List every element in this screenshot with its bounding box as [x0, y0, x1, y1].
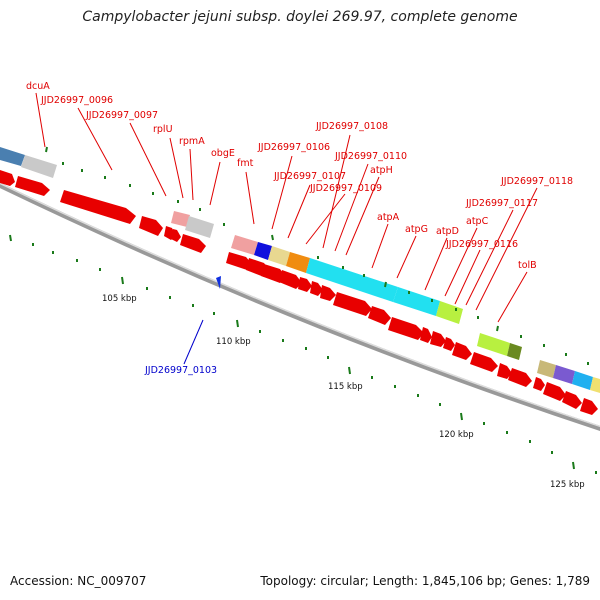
gene-label: dcuA — [26, 81, 50, 92]
feature-yellow — [590, 377, 600, 393]
feature-gray-2 — [185, 216, 214, 238]
gene-label: JJD26997_0110 — [334, 151, 407, 162]
cds-arrow — [139, 216, 163, 236]
scale-labels: 105 kbp 110 kbp 115 kbp 120 kbp 125 kbp — [102, 294, 585, 490]
cds-arrow — [533, 377, 545, 391]
feature-cyan-1 — [306, 258, 398, 302]
cds-arrow — [279, 270, 302, 289]
feature-lime-2 — [477, 333, 510, 356]
cds-arrow — [15, 176, 50, 196]
gene-label: atpC — [466, 216, 489, 227]
cds-track — [0, 170, 598, 415]
cds-arrow — [60, 190, 136, 224]
gene-label: atpD — [436, 226, 459, 237]
genome-backbone — [0, 182, 600, 431]
cds-arrow — [261, 264, 286, 283]
feature-purple — [553, 365, 575, 384]
cds-arrow — [320, 285, 336, 301]
genome-title: Campylobacter jejuni subsp. doylei 269.9… — [82, 9, 518, 25]
gene-label: rplU — [153, 124, 173, 135]
feature-khaki — [268, 246, 290, 266]
gene-label: JJD26997_0097 — [85, 110, 158, 121]
gene-labels: dcuA JJD26997_0096 JJD26997_0097 rplU rp… — [26, 81, 573, 376]
gene-label: atpH — [370, 165, 393, 176]
accession-label: Accession: NC_009707 — [10, 574, 147, 588]
feature-olive — [507, 343, 522, 360]
gene-label: JJD26997_0117 — [465, 198, 538, 209]
gene-label: JJD26997_0096 — [40, 95, 113, 106]
cds-arrow — [562, 391, 582, 409]
reverse-gene-marker — [216, 276, 221, 289]
scale-label: 120 kbp — [439, 430, 474, 440]
cds-arrow — [333, 292, 372, 316]
cds-arrow — [420, 327, 432, 343]
feature-lime — [436, 301, 463, 324]
feature-tan — [537, 360, 556, 378]
scale-label: 115 kbp — [328, 382, 363, 392]
feature-steelblue — [0, 147, 25, 166]
topology-label: Topology: circular; Length: 1,845,106 bp… — [260, 574, 590, 588]
gene-label: JJD26997_0108 — [315, 121, 388, 132]
cds-arrow — [470, 352, 498, 372]
scale-label: 105 kbp — [102, 294, 137, 304]
scale-ticks — [9, 146, 597, 474]
cds-arrow — [430, 331, 446, 347]
cds-arrow — [497, 363, 512, 379]
feature-cyan-2 — [393, 287, 440, 316]
cds-arrow — [226, 252, 252, 270]
gene-label: JJD26997_0118 — [500, 176, 573, 187]
gene-label: atpA — [377, 212, 400, 223]
gene-label: rpmA — [179, 136, 205, 147]
cds-arrow — [310, 281, 323, 296]
gene-label: fmt — [237, 158, 254, 169]
feature-pink-small — [171, 211, 190, 227]
gene-label: JJD26997_0116 — [445, 239, 518, 250]
label-leaders — [35, 92, 538, 323]
cds-arrow — [180, 234, 206, 253]
feature-orange — [286, 252, 310, 273]
cds-arrow — [443, 337, 455, 351]
gene-label: atpG — [405, 224, 428, 235]
cds-arrow — [0, 170, 15, 186]
cds-arrow — [171, 229, 181, 242]
label-leader-blue — [183, 319, 204, 365]
cds-arrow — [298, 277, 312, 292]
gene-label: obgE — [211, 148, 235, 159]
gene-label-reverse: JJD26997_0103 — [144, 365, 217, 376]
feature-skyblue — [572, 371, 593, 390]
cds-arrow — [388, 317, 424, 340]
cds-arrow — [508, 368, 532, 387]
feature-pink — [231, 235, 258, 255]
scale-label: 110 kbp — [216, 337, 251, 347]
cds-arrow — [368, 306, 391, 325]
gene-label: tolB — [518, 260, 537, 271]
scale-label: 125 kbp — [550, 480, 585, 490]
gene-label: JJD26997_0106 — [257, 142, 330, 153]
cds-arrow — [580, 398, 598, 415]
outer-feature-track — [0, 147, 600, 393]
feature-gray — [21, 155, 57, 178]
cds-arrow — [543, 382, 566, 401]
feature-blue — [254, 242, 272, 260]
gene-label: JJD26997_0109 — [309, 183, 382, 194]
cds-arrow — [452, 342, 472, 360]
gene-label: JJD26997_0107 — [273, 171, 346, 182]
